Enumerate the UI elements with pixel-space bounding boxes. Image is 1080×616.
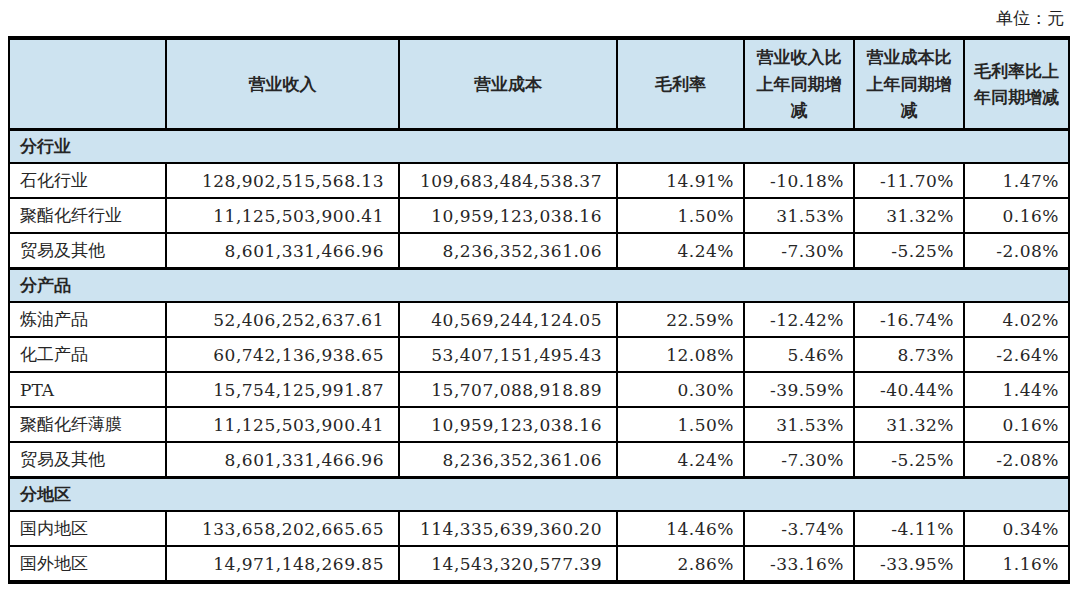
column-header-corner (9, 38, 166, 130)
table-row: PTA 15,754,125,991.87 15,707,088,918.89 … (9, 372, 1069, 407)
cell-revenue: 15,754,125,991.87 (166, 372, 399, 407)
cell-cost-yoy: -5.25% (854, 233, 964, 269)
cell-label: PTA (9, 372, 166, 407)
cell-revenue: 52,406,252,637.61 (166, 302, 399, 337)
cell-revenue-yoy: 31.53% (744, 407, 854, 442)
section-header-by-product: 分产品 (9, 269, 1069, 303)
table-row: 化工产品 60,742,136,938.65 53,407,151,495.43… (9, 337, 1069, 372)
cell-revenue-yoy: -39.59% (744, 372, 854, 407)
cell-cost: 10,959,123,038.16 (399, 198, 617, 233)
cell-revenue-yoy: -10.18% (744, 163, 854, 198)
cell-cost-yoy: -5.25% (854, 442, 964, 478)
cell-cost-yoy: 8.73% (854, 337, 964, 372)
cell-gross-margin: 0.30% (617, 372, 744, 407)
cell-label: 聚酯化纤行业 (9, 198, 166, 233)
cell-label: 聚酯化纤薄膜 (9, 407, 166, 442)
cell-revenue-yoy: 31.53% (744, 198, 854, 233)
cell-revenue-yoy: 5.46% (744, 337, 854, 372)
cell-gross-margin: 4.24% (617, 442, 744, 478)
cell-revenue-yoy: -7.30% (744, 442, 854, 478)
cell-gross-margin: 14.91% (617, 163, 744, 198)
section-title: 分产品 (9, 269, 1069, 303)
table-row: 聚酯化纤行业 11,125,503,900.41 10,959,123,038.… (9, 198, 1069, 233)
cell-revenue: 8,601,331,466.96 (166, 442, 399, 478)
column-header-margin-yoy: 毛利率比上年同期增减 (964, 38, 1069, 130)
table-row: 国内地区 133,658,202,665.65 114,335,639,360.… (9, 511, 1069, 546)
cell-cost-yoy: -33.95% (854, 546, 964, 582)
cell-margin-yoy: 1.16% (964, 546, 1069, 582)
cell-label: 炼油产品 (9, 302, 166, 337)
table-row: 聚酯化纤薄膜 11,125,503,900.41 10,959,123,038.… (9, 407, 1069, 442)
cell-label: 国外地区 (9, 546, 166, 582)
cell-label: 贸易及其他 (9, 233, 166, 269)
cell-cost: 8,236,352,361.06 (399, 442, 617, 478)
table-row: 炼油产品 52,406,252,637.61 40,569,244,124.05… (9, 302, 1069, 337)
table-row: 贸易及其他 8,601,331,466.96 8,236,352,361.06 … (9, 442, 1069, 478)
cell-label: 国内地区 (9, 511, 166, 546)
cell-revenue: 8,601,331,466.96 (166, 233, 399, 269)
column-header-revenue: 营业收入 (166, 38, 399, 130)
cell-revenue-yoy: -3.74% (744, 511, 854, 546)
cell-gross-margin: 2.86% (617, 546, 744, 582)
table-row: 石化行业 128,902,515,568.13 109,683,484,538.… (9, 163, 1069, 198)
cell-margin-yoy: -2.08% (964, 442, 1069, 478)
column-header-gross-margin: 毛利率 (617, 38, 744, 130)
cell-cost-yoy: 31.32% (854, 407, 964, 442)
cell-cost-yoy: -11.70% (854, 163, 964, 198)
cell-margin-yoy: 0.16% (964, 407, 1069, 442)
cell-cost: 15,707,088,918.89 (399, 372, 617, 407)
cell-cost: 53,407,151,495.43 (399, 337, 617, 372)
cell-revenue-yoy: -7.30% (744, 233, 854, 269)
cell-gross-margin: 4.24% (617, 233, 744, 269)
cell-cost-yoy: -40.44% (854, 372, 964, 407)
cell-label: 贸易及其他 (9, 442, 166, 478)
cell-margin-yoy: 0.16% (964, 198, 1069, 233)
table-row: 贸易及其他 8,601,331,466.96 8,236,352,361.06 … (9, 233, 1069, 269)
section-header-by-region: 分地区 (9, 478, 1069, 512)
cell-margin-yoy: 0.34% (964, 511, 1069, 546)
cell-gross-margin: 12.08% (617, 337, 744, 372)
cell-cost: 40,569,244,124.05 (399, 302, 617, 337)
cell-gross-margin: 1.50% (617, 198, 744, 233)
cell-revenue-yoy: -12.42% (744, 302, 854, 337)
cell-gross-margin: 1.50% (617, 407, 744, 442)
cell-margin-yoy: 1.47% (964, 163, 1069, 198)
column-header-cost: 营业成本 (399, 38, 617, 130)
cell-label: 石化行业 (9, 163, 166, 198)
unit-label: 单位：元 (0, 0, 1080, 36)
section-title: 分行业 (9, 130, 1069, 164)
cell-cost: 109,683,484,538.37 (399, 163, 617, 198)
cell-margin-yoy: -2.08% (964, 233, 1069, 269)
cell-cost: 8,236,352,361.06 (399, 233, 617, 269)
header-row: 营业收入 营业成本 毛利率 营业收入比上年同期增减 营业成本比上年同期增减 毛利… (9, 38, 1069, 130)
cell-label: 化工产品 (9, 337, 166, 372)
cell-cost: 10,959,123,038.16 (399, 407, 617, 442)
cell-revenue: 133,658,202,665.65 (166, 511, 399, 546)
section-header-by-industry: 分行业 (9, 130, 1069, 164)
cell-margin-yoy: -2.64% (964, 337, 1069, 372)
cell-revenue: 128,902,515,568.13 (166, 163, 399, 198)
financial-table: 营业收入 营业成本 毛利率 营业收入比上年同期增减 营业成本比上年同期增减 毛利… (8, 36, 1070, 584)
column-header-revenue-yoy: 营业收入比上年同期增减 (744, 38, 854, 130)
cell-revenue: 60,742,136,938.65 (166, 337, 399, 372)
cell-cost: 14,543,320,577.39 (399, 546, 617, 582)
cell-revenue-yoy: -33.16% (744, 546, 854, 582)
cell-margin-yoy: 4.02% (964, 302, 1069, 337)
cell-revenue: 11,125,503,900.41 (166, 407, 399, 442)
column-header-cost-yoy: 营业成本比上年同期增减 (854, 38, 964, 130)
table-row: 国外地区 14,971,148,269.85 14,543,320,577.39… (9, 546, 1069, 582)
cell-revenue: 14,971,148,269.85 (166, 546, 399, 582)
cell-cost: 114,335,639,360.20 (399, 511, 617, 546)
cell-margin-yoy: 1.44% (964, 372, 1069, 407)
cell-gross-margin: 22.59% (617, 302, 744, 337)
section-title: 分地区 (9, 478, 1069, 512)
cell-cost-yoy: -16.74% (854, 302, 964, 337)
cell-cost-yoy: 31.32% (854, 198, 964, 233)
cell-cost-yoy: -4.11% (854, 511, 964, 546)
cell-revenue: 11,125,503,900.41 (166, 198, 399, 233)
cell-gross-margin: 14.46% (617, 511, 744, 546)
